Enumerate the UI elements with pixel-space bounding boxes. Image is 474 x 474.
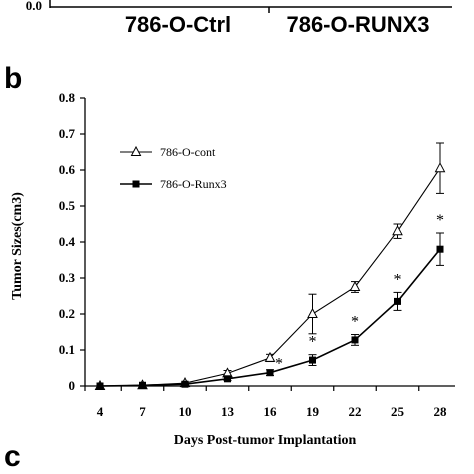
- y-tick-label: 0.1: [59, 342, 75, 357]
- data-point-square: [266, 369, 274, 377]
- y-tick-label: 0: [69, 378, 76, 393]
- chart-series: [94, 142, 446, 390]
- panel-letter-b: b: [4, 62, 22, 95]
- y-tick-label: 0.4: [59, 234, 76, 249]
- data-point-square: [224, 375, 231, 383]
- top-panel-fragment: 0.0 786-O-Ctrl 786-O-RUNX3: [26, 0, 452, 37]
- y-tick-label: 0.6: [59, 162, 76, 177]
- legend-marker-triangle: [130, 145, 142, 156]
- data-point-triangle: [392, 225, 403, 236]
- y-tick-label: 0.2: [59, 306, 75, 321]
- tumor-size-line-chart: 0 0.1 0.2 0.3 0.4 0.5 0.6 0.7 0.8 4 7 10 13 16 19 22 25…: [10, 90, 455, 448]
- significance-star: *: [351, 314, 359, 331]
- x-tick-label: 13: [221, 404, 235, 419]
- data-point-square: [436, 245, 444, 253]
- top-y-tick-label: 0.0: [26, 0, 42, 13]
- x-axis-ticks: 4 7 10 13 16 19 22 25 28: [84, 386, 448, 419]
- y-tick-label: 0.5: [59, 198, 76, 213]
- series-line: [99, 248, 441, 387]
- legend-item-runx3: 786-O-Runx3: [120, 177, 227, 191]
- y-tick-label: 0.8: [59, 90, 76, 105]
- x-tick-label: 16: [264, 404, 278, 419]
- x-tick-label: 10: [179, 404, 192, 419]
- chart-annotations: * * * * *: [275, 212, 444, 373]
- data-point-square: [394, 297, 401, 305]
- y-axis-ticks: 0 0.1 0.2 0.3 0.4 0.5 0.6 0.7 0.8: [59, 90, 85, 393]
- legend-marker-square: [132, 180, 140, 188]
- data-point-triangle: [434, 162, 446, 173]
- data-point-square: [139, 381, 146, 389]
- series-cont: [94, 142, 446, 390]
- top-category-label-runx3: 786-O-RUNX3: [286, 12, 429, 37]
- data-point-square: [309, 356, 316, 364]
- data-point-square: [181, 380, 189, 388]
- x-tick-label: 22: [349, 404, 362, 419]
- data-point-square: [96, 382, 104, 390]
- significance-star: *: [436, 212, 444, 229]
- x-tick-label: 25: [391, 404, 405, 419]
- data-point-triangle: [307, 307, 318, 318]
- data-point-triangle: [264, 351, 276, 362]
- chart-legend: 786-O-cont 786-O-Runx3: [120, 145, 227, 191]
- y-axis-title: Tumor Sizes(cm3): [10, 192, 25, 300]
- legend-item-cont: 786-O-cont: [120, 145, 216, 159]
- y-tick-label: 0.7: [59, 126, 76, 141]
- x-tick-label: 4: [97, 404, 104, 419]
- y-tick-label: 0.3: [59, 270, 76, 285]
- top-category-label-ctrl: 786-O-Ctrl: [125, 12, 231, 37]
- significance-star: *: [309, 334, 317, 351]
- legend-label: 786-O-Runx3: [160, 177, 227, 191]
- significance-star: *: [275, 356, 283, 373]
- panel-letter-c: c: [4, 440, 21, 473]
- x-tick-label: 28: [434, 404, 448, 419]
- x-tick-label: 7: [139, 404, 146, 419]
- chart-axes: [84, 98, 455, 387]
- series-runx3: [96, 232, 444, 390]
- data-point-square: [351, 336, 359, 344]
- x-tick-label: 19: [306, 404, 320, 419]
- significance-star: *: [394, 271, 402, 288]
- legend-label: 786-O-cont: [160, 145, 216, 159]
- data-point-triangle: [349, 280, 361, 291]
- x-axis-title: Days Post-tumor Implantation: [174, 433, 357, 448]
